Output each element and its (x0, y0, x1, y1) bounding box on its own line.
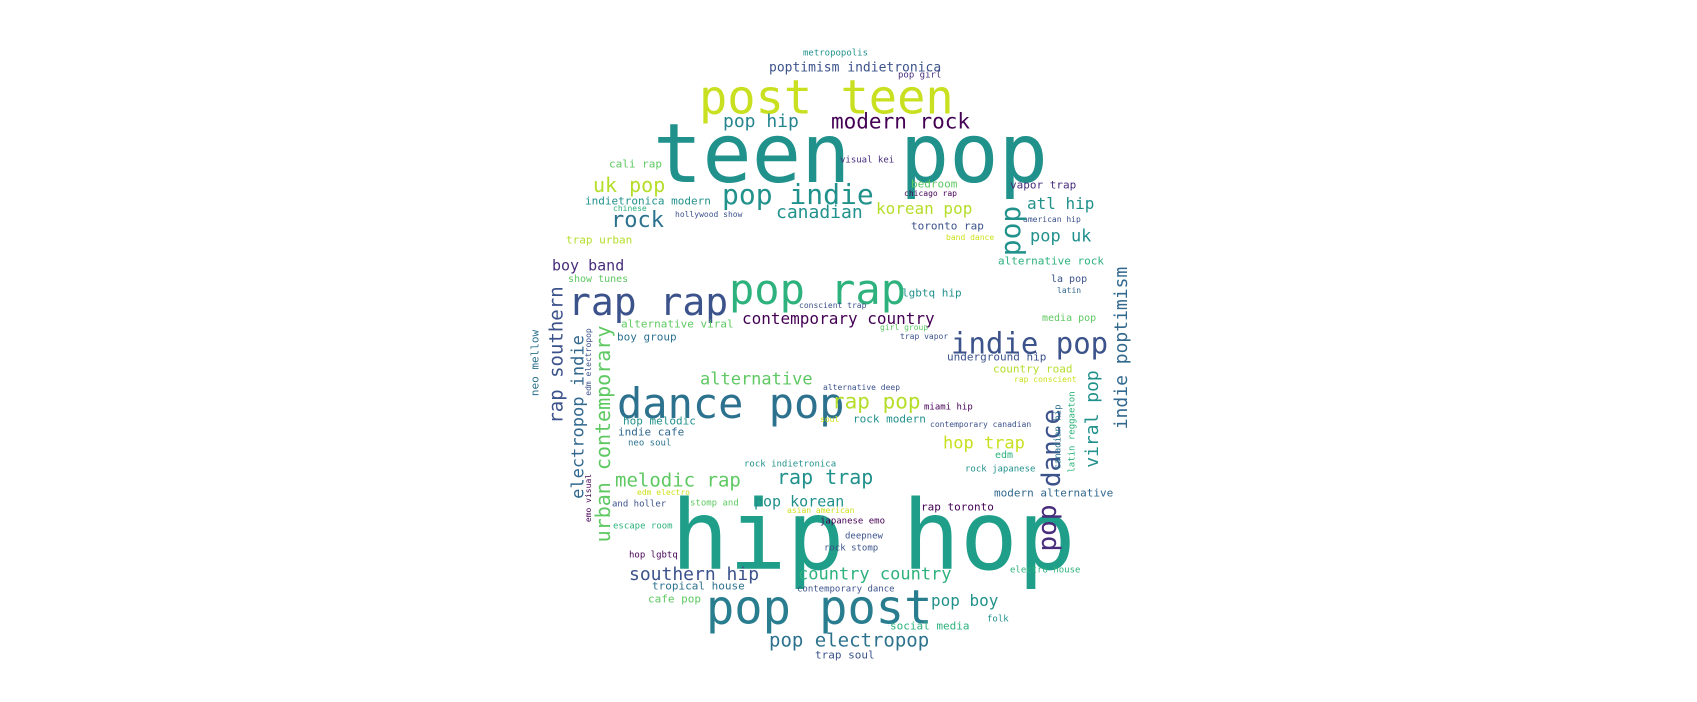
word: rock stomp (824, 543, 879, 554)
word: pop uk (1030, 226, 1092, 247)
word: modern alternative (994, 486, 1114, 500)
word: poptimism indietronica (769, 60, 942, 76)
word: pop post (706, 580, 933, 636)
word: social media (890, 619, 970, 633)
word: vapor trap (1010, 178, 1077, 192)
word: band dance (946, 233, 995, 242)
word: rock modern (853, 412, 926, 426)
word: viral pop (1082, 370, 1103, 468)
word: indie pop (951, 326, 1109, 361)
word: miami hip (924, 402, 973, 413)
word: alternative deep (823, 383, 901, 392)
word: bedroom (911, 177, 958, 191)
word: lgbtq hip (902, 286, 962, 300)
word: electro house (1010, 565, 1081, 576)
word: melodic rap (615, 469, 741, 492)
word: southern hip (629, 564, 760, 585)
word: rap pop (832, 389, 921, 414)
word: rap conscient (1014, 375, 1077, 384)
word: boy band (552, 256, 625, 275)
word: hip hop (671, 480, 1076, 592)
word: pop hip (723, 111, 799, 132)
word: emo visual (584, 473, 593, 523)
word: canadian (776, 202, 863, 223)
word: pop (994, 205, 1027, 257)
word: and holler (612, 499, 667, 510)
word: pop electropop (769, 629, 930, 652)
word: trap soul (815, 648, 875, 662)
word: rock indietronica (744, 459, 837, 470)
word: asian american (787, 506, 855, 515)
word: neo mellow (528, 329, 542, 397)
word: neo soul (628, 438, 672, 449)
word: latin (1057, 286, 1082, 295)
word: hop trap (943, 433, 1025, 454)
word: rap southern (545, 286, 568, 424)
word: indie poptimism (1111, 266, 1132, 430)
word: alternative (700, 369, 813, 390)
word: canadian hip (1053, 404, 1064, 470)
word: indietronica modern (585, 194, 711, 208)
word: pop (1033, 504, 1063, 552)
word: dance pop (617, 379, 845, 428)
word: uk pop (593, 173, 666, 197)
word: pop rap (729, 265, 907, 314)
word: contemporary canadian (930, 420, 1032, 429)
word: japanese emo (820, 516, 886, 527)
word: trap urban (566, 233, 633, 247)
word: hop melodic (623, 414, 696, 428)
word: modern rock (831, 109, 971, 134)
word: toronto rap (911, 219, 984, 233)
word: folk (987, 614, 1009, 625)
word: alternative viral (621, 317, 734, 331)
word: rap rap (568, 280, 729, 324)
word: contemporary country (742, 309, 935, 328)
word: show tunes (568, 274, 629, 285)
word: latin reggaeton (1067, 391, 1078, 473)
word: trap vapor (900, 332, 949, 341)
word: cali rap (609, 157, 662, 171)
word: alternative rock (998, 254, 1104, 268)
word: post teen (699, 70, 954, 126)
word: tropical house (652, 579, 745, 593)
word: chicago rap (904, 189, 957, 198)
word: rap trap (777, 465, 874, 489)
word: rock japanese (965, 464, 1036, 475)
word: american hip (1023, 215, 1081, 224)
word: chinese (613, 204, 647, 213)
word: rap toronto (921, 500, 994, 514)
word: country road (993, 362, 1073, 376)
word: atl hip (1027, 194, 1095, 213)
word: boy group (617, 330, 677, 344)
word: deepnew (845, 531, 883, 542)
word: korean pop (876, 199, 973, 218)
word: conscient trap (799, 301, 867, 310)
word: teen pop (653, 107, 1048, 202)
word: pop korean (754, 492, 845, 511)
word: pop boy (931, 591, 999, 610)
word: escape room (613, 521, 673, 532)
word: underground hip (947, 350, 1047, 364)
word: girl group (880, 323, 929, 332)
word: media pop (1042, 313, 1097, 324)
word: hollywood show (675, 210, 743, 219)
word: la pop (1051, 274, 1088, 285)
word: soul (820, 415, 840, 424)
word: visual kei (840, 155, 895, 166)
word: pop girl (898, 70, 942, 81)
word: edm electropop (584, 328, 593, 396)
word: edm electro (637, 488, 690, 497)
word: pop indie (722, 178, 874, 211)
word: urban contemporary (591, 325, 615, 543)
word: indie cafe (618, 425, 685, 439)
word: edm (995, 450, 1014, 461)
word: metropopolis (803, 48, 869, 59)
word: contemporary dance (797, 584, 895, 595)
word: stomp and (690, 498, 739, 509)
word: country country (798, 564, 952, 585)
word: cafe pop (648, 592, 701, 606)
word: hop lgbtq (629, 550, 678, 561)
word: rock (611, 208, 664, 233)
